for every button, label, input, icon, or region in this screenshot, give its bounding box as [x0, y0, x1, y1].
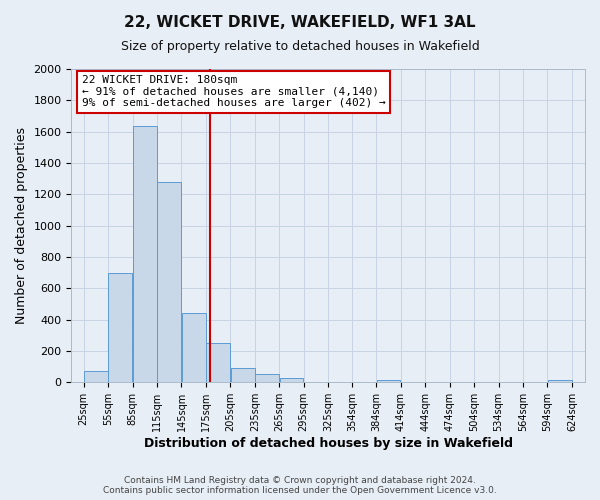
Text: Contains HM Land Registry data © Crown copyright and database right 2024.
Contai: Contains HM Land Registry data © Crown c…: [103, 476, 497, 495]
Bar: [230, 368, 254, 382]
X-axis label: Distribution of detached houses by size in Wakefield: Distribution of detached houses by size …: [144, 437, 513, 450]
Bar: [109, 274, 132, 382]
Text: 22, WICKET DRIVE, WAKEFIELD, WF1 3AL: 22, WICKET DRIVE, WAKEFIELD, WF1 3AL: [124, 15, 476, 30]
Bar: [157, 182, 181, 382]
Bar: [182, 314, 206, 382]
Bar: [548, 380, 572, 382]
Y-axis label: Number of detached properties: Number of detached properties: [15, 127, 28, 324]
Bar: [280, 378, 304, 382]
Bar: [206, 343, 230, 382]
Bar: [255, 374, 279, 382]
Bar: [377, 380, 400, 382]
Text: Size of property relative to detached houses in Wakefield: Size of property relative to detached ho…: [121, 40, 479, 53]
Bar: [84, 372, 108, 382]
Bar: [133, 126, 157, 382]
Text: 22 WICKET DRIVE: 180sqm
← 91% of detached houses are smaller (4,140)
9% of semi-: 22 WICKET DRIVE: 180sqm ← 91% of detache…: [82, 76, 385, 108]
